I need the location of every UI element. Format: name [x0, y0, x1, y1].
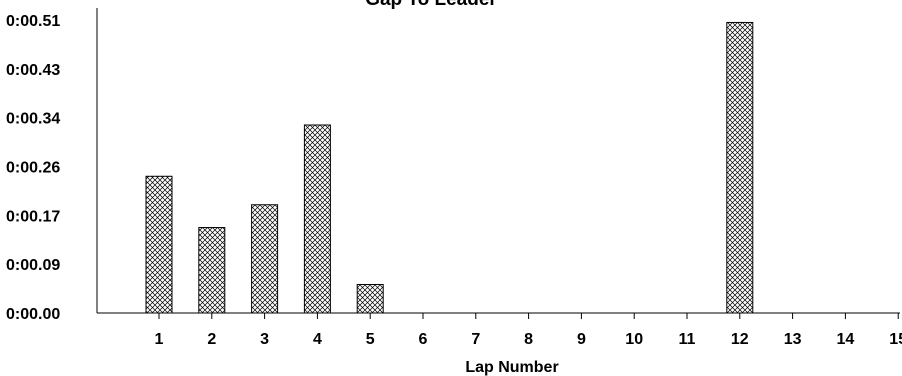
y-tick-label: 0:00.51	[6, 13, 60, 30]
x-tick-label: 3	[260, 331, 269, 348]
x-tick-label: 1	[155, 331, 164, 348]
chart-title: Gap To Leader	[365, 0, 497, 10]
x-tick-label: 15	[889, 331, 902, 348]
x-tick-label: 4	[313, 331, 322, 348]
y-tick-label: 0:00.09	[6, 257, 60, 274]
bar	[726, 21, 754, 314]
bar	[145, 175, 173, 314]
x-tick-label: 11	[679, 331, 696, 348]
bar	[303, 124, 331, 314]
y-tick-label: 0:00.17	[6, 208, 60, 225]
x-tick-label: 2	[207, 331, 216, 348]
y-tick-label: 0:00.43	[6, 62, 60, 79]
x-tick-label: 8	[524, 331, 533, 348]
x-axis-ticks: 123456789101112131415	[155, 313, 902, 348]
x-tick-label: 10	[625, 331, 643, 348]
x-tick-label: 5	[366, 331, 375, 348]
y-tick-label: 0:00.00	[6, 306, 60, 323]
bar	[198, 227, 226, 314]
x-axis-label: Lap Number	[465, 359, 558, 376]
bar	[251, 204, 279, 314]
x-tick-label: 6	[419, 331, 428, 348]
y-axis-ticks: 0:00.00 0:00.09 0:00.17 0:00.26 0:00.34 0:00.…	[6, 13, 60, 323]
y-tick-label: 0:00.34	[6, 111, 60, 128]
x-tick-label: 14	[837, 331, 855, 348]
x-tick-label: 9	[577, 331, 586, 348]
x-tick-label: 7	[471, 331, 480, 348]
x-tick-label: 13	[784, 331, 802, 348]
y-tick-label: 0:00.26	[6, 160, 60, 177]
x-tick-label: 12	[731, 331, 749, 348]
bar	[356, 284, 384, 314]
bars	[145, 21, 754, 314]
